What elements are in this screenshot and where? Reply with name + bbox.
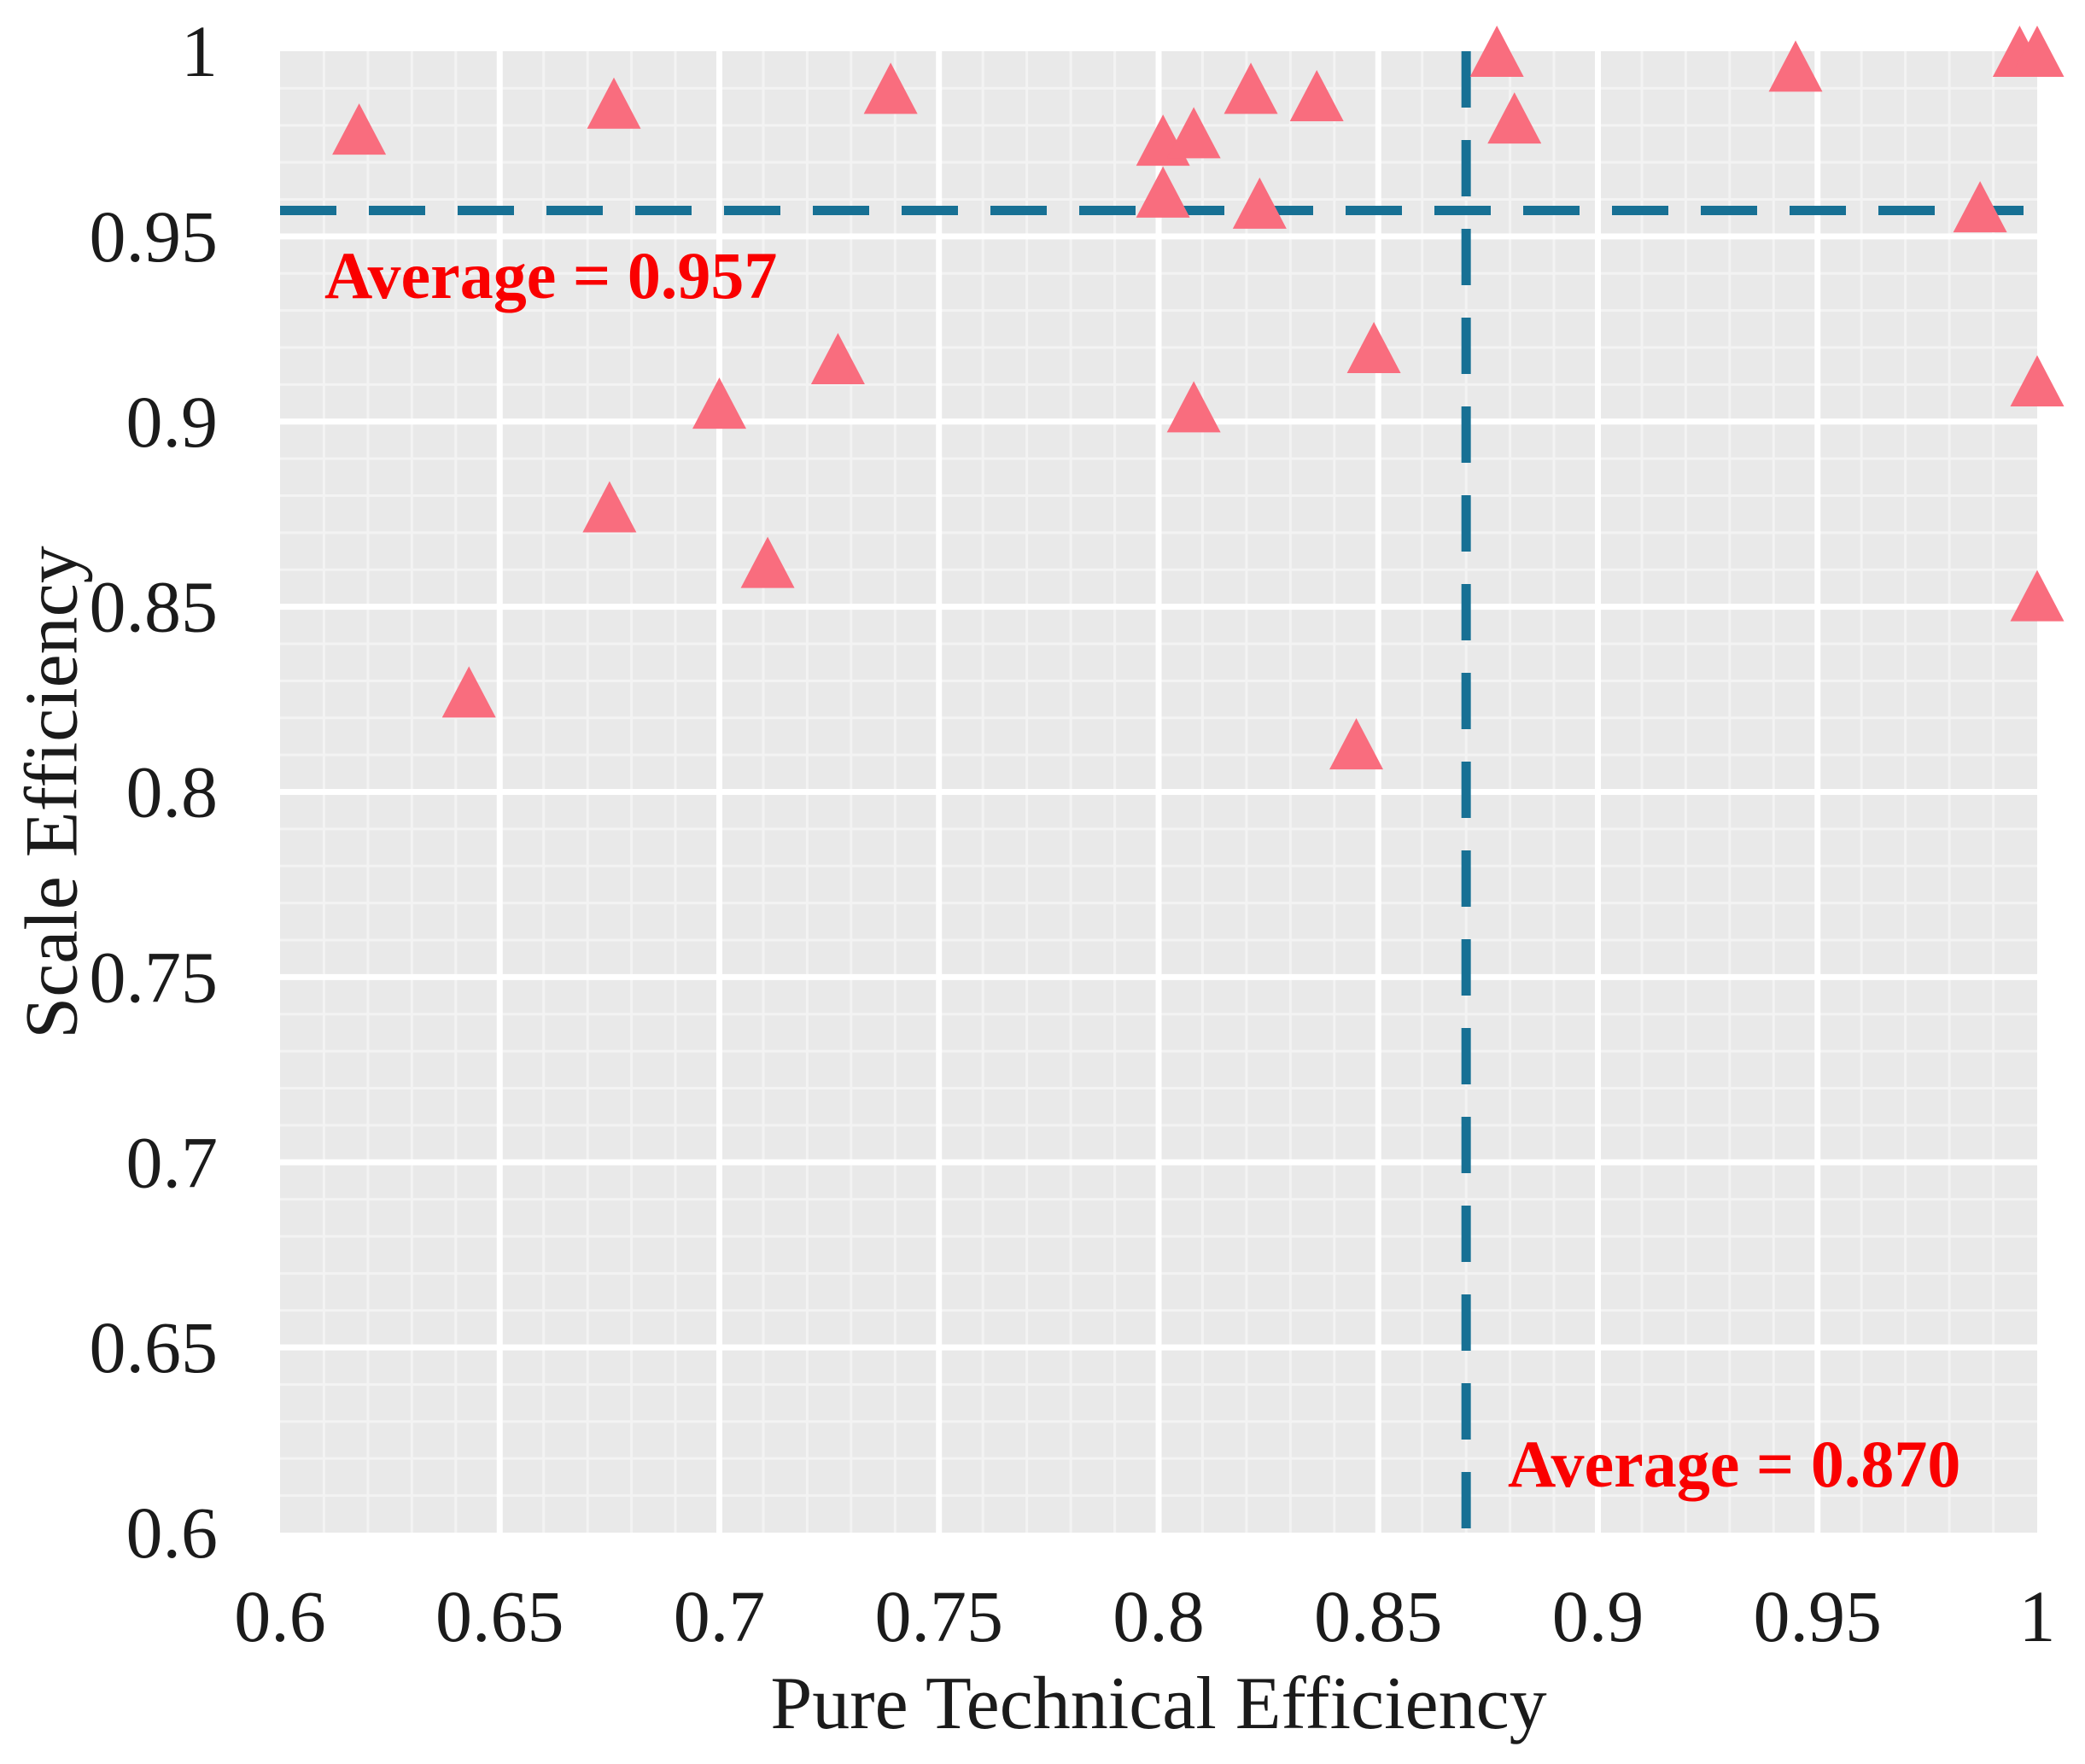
data-point-triangle [740,536,795,588]
x-tick-label: 0.75 [875,1575,1004,1657]
y-tick-label: 0.8 [126,751,219,833]
data-point-triangle [1768,40,1823,92]
data-point-triangle [1346,322,1401,373]
data-point-triangle [1953,181,2007,233]
data-point-triangle [441,666,496,718]
x-tick-label: 0.85 [1314,1575,1443,1657]
data-point-triangle [2010,355,2065,407]
data-point-triangle [587,77,641,129]
data-point-triangle [332,103,387,155]
data-point-triangle [692,377,746,429]
y-tick-label: 0.85 [90,566,219,648]
y-tick-label: 0.75 [90,936,219,1018]
data-point-triangle [1329,718,1384,770]
x-tick-label: 0.8 [1113,1575,1205,1657]
data-point-triangle [1224,62,1278,114]
average-scale-efficiency-annotation: Average = 0.957 [324,238,778,312]
data-point-triangle [1166,107,1221,159]
y-tick-label: 0.9 [126,381,219,463]
data-point-triangle [2010,570,2065,622]
x-tick-label: 0.95 [1754,1575,1883,1657]
x-tick-label: 0.65 [435,1575,564,1657]
data-point-triangle [1469,26,1524,77]
y-tick-label: 0.65 [90,1306,219,1388]
data-point-triangle [2010,26,2065,77]
y-tick-label: 0.7 [126,1121,219,1203]
data-point-triangle [1136,166,1190,218]
x-tick-label: 0.6 [234,1575,326,1657]
data-point-triangle [1166,381,1221,433]
data-point-triangle [1289,70,1344,122]
x-tick-label: 0.7 [674,1575,766,1657]
average-pure-technical-efficiency-annotation: Average = 0.870 [1508,1427,1961,1501]
y-tick-label: 1 [181,10,218,92]
y-tick-label: 0.6 [126,1492,219,1574]
data-point-triangle [810,333,865,385]
y-axis-title: Scale Efficiency [10,546,94,1039]
x-tick-label: 0.9 [1552,1575,1644,1657]
data-point-triangle [863,62,918,114]
data-point-triangle [1232,177,1287,229]
x-tick-label: 1 [2019,1575,2056,1657]
y-tick-label: 0.95 [90,196,219,277]
data-point-triangle [582,481,637,533]
x-axis-title: Pure Technical Efficiency [770,1662,1547,1745]
data-point-triangle [1487,92,1542,144]
